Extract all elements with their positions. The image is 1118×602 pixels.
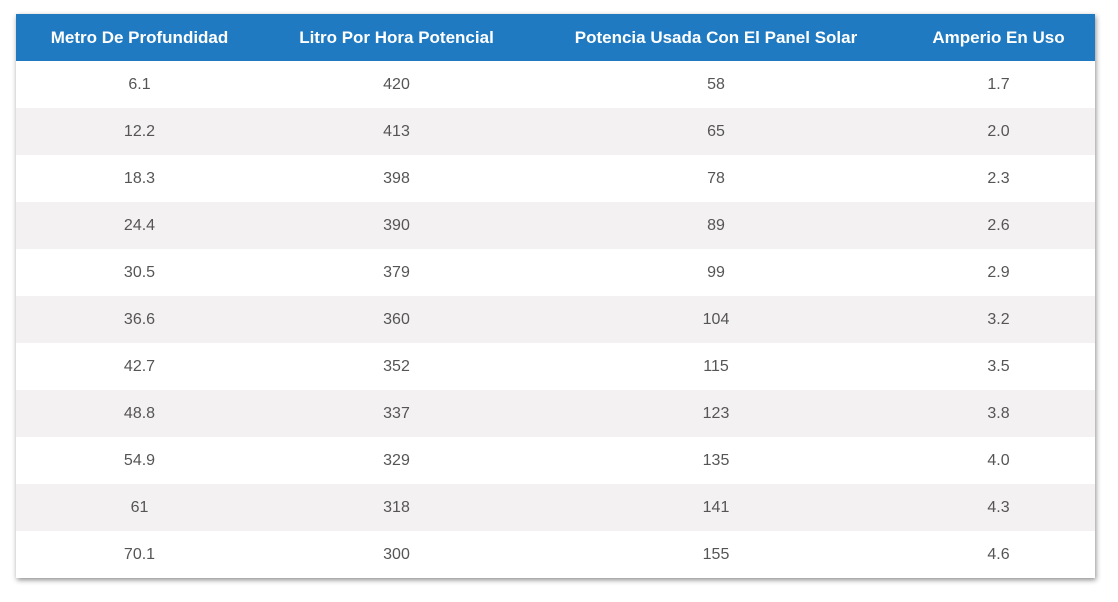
table-row: 42.7 352 115 3.5 xyxy=(16,343,1095,390)
cell-liters-per-hour: 360 xyxy=(383,310,410,328)
table-container: Metro De Profundidad Litro Por Hora Pote… xyxy=(16,14,1095,578)
table-row: 36.6 360 104 3.2 xyxy=(16,296,1095,343)
cell-solar-power: 89 xyxy=(707,216,725,234)
cell-solar-power: 104 xyxy=(702,310,730,328)
cell-solar-power: 58 xyxy=(707,75,725,93)
cell-amperage: 2.9 xyxy=(987,263,1010,281)
cell-liters-per-hour: 398 xyxy=(383,169,410,187)
cell-solar-power: 155 xyxy=(702,545,730,563)
cell-liters-per-hour: 390 xyxy=(383,216,410,234)
cell-depth: 36.6 xyxy=(123,310,156,328)
cell-liters-per-hour: 318 xyxy=(383,498,410,516)
cell-liters-per-hour: 413 xyxy=(383,122,410,140)
cell-solar-power: 115 xyxy=(703,357,729,375)
cell-amperage: 4.6 xyxy=(987,545,1010,563)
cell-depth: 6.1 xyxy=(128,75,151,93)
table-row: 24.4 390 89 2.6 xyxy=(16,202,1095,249)
header-row: Metro De Profundidad Litro Por Hora Pote… xyxy=(16,14,1095,61)
cell-liters-per-hour: 420 xyxy=(383,75,410,93)
cell-solar-power: 135 xyxy=(702,451,730,469)
table-row: 18.3 398 78 2.3 xyxy=(16,155,1095,202)
cell-depth: 24.4 xyxy=(123,216,156,234)
cell-amperage: 2.0 xyxy=(987,122,1010,140)
cell-amperage: 4.3 xyxy=(987,498,1010,516)
cell-amperage: 3.5 xyxy=(987,357,1010,375)
table-row: 61 318 141 4.3 xyxy=(16,484,1095,531)
cell-liters-per-hour: 337 xyxy=(383,404,410,422)
cell-depth: 30.5 xyxy=(123,263,156,281)
cell-amperage: 2.3 xyxy=(987,169,1010,187)
table-header: Metro De Profundidad Litro Por Hora Pote… xyxy=(16,14,1095,61)
cell-solar-power: 123 xyxy=(702,404,730,422)
cell-amperage: 4.0 xyxy=(987,451,1010,469)
cell-depth: 18.3 xyxy=(123,169,156,187)
cell-amperage: 3.2 xyxy=(987,310,1010,328)
cell-amperage: 3.8 xyxy=(987,404,1010,422)
cell-solar-power: 99 xyxy=(707,263,725,281)
cell-depth: 42.7 xyxy=(123,357,156,375)
cell-liters-per-hour: 300 xyxy=(383,545,410,563)
table-row: 70.1 300 155 4.6 xyxy=(16,531,1095,578)
pump-specs-table: Metro De Profundidad Litro Por Hora Pote… xyxy=(16,14,1095,578)
header-liters-per-hour: Litro Por Hora Potencial xyxy=(299,27,494,47)
cell-depth: 70.1 xyxy=(123,545,156,563)
table-row: 48.8 337 123 3.8 xyxy=(16,390,1095,437)
cell-solar-power: 78 xyxy=(707,169,725,187)
header-solar-power: Potencia Usada Con El Panel Solar xyxy=(574,27,858,47)
cell-depth: 48.8 xyxy=(123,404,156,422)
cell-amperage: 2.6 xyxy=(987,216,1010,234)
table-row: 54.9 329 135 4.0 xyxy=(16,437,1095,484)
header-amperage: Amperio En Uso xyxy=(932,27,1065,47)
cell-liters-per-hour: 352 xyxy=(383,357,410,375)
cell-solar-power: 65 xyxy=(707,122,725,140)
table-row: 6.1 420 58 1.7 xyxy=(16,61,1095,108)
table-body: 6.1 420 58 1.7 12.2 413 65 2.0 18.3 398 78 2.3 24.4 3… xyxy=(16,61,1095,578)
table-row: 12.2 413 65 2.0 xyxy=(16,108,1095,155)
cell-liters-per-hour: 329 xyxy=(383,451,410,469)
cell-depth: 12.2 xyxy=(123,122,156,140)
header-depth: Metro De Profundidad xyxy=(50,27,229,47)
cell-amperage: 1.7 xyxy=(987,75,1010,93)
cell-depth: 61 xyxy=(130,498,149,516)
cell-depth: 54.9 xyxy=(123,451,156,469)
cell-solar-power: 141 xyxy=(702,498,730,516)
table-row: 30.5 379 99 2.9 xyxy=(16,249,1095,296)
cell-liters-per-hour: 379 xyxy=(383,263,410,281)
